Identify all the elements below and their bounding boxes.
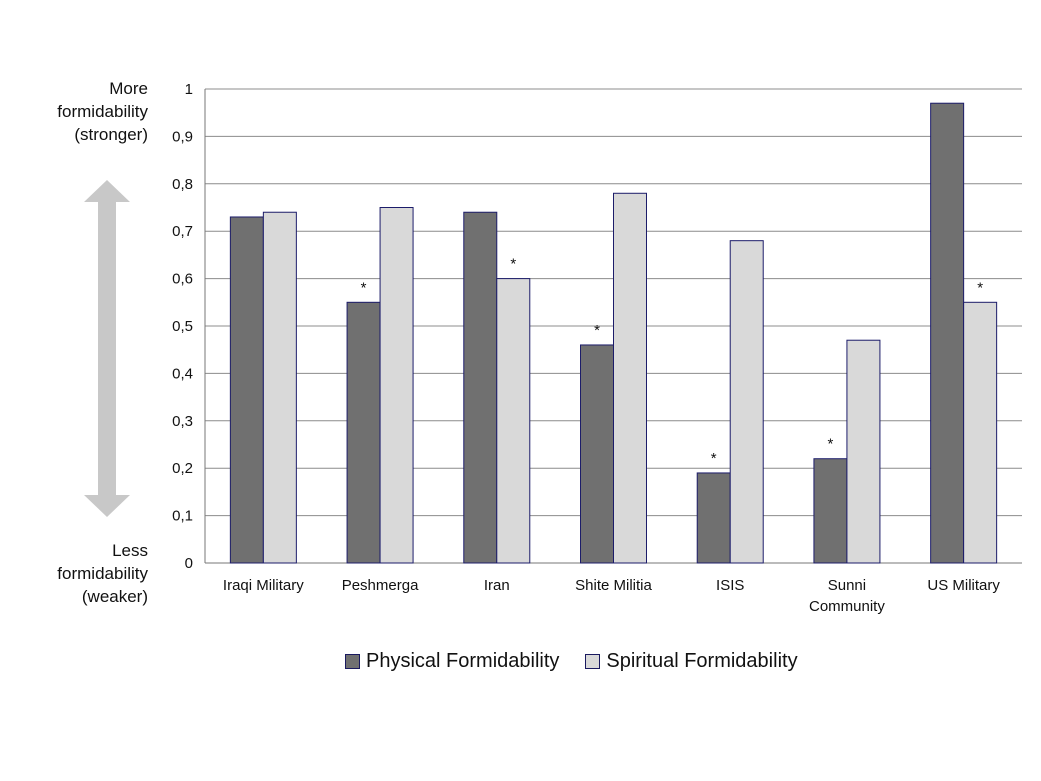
y-axis-ticks: 0 0,1 0,2 0,3 0,4 0,5 0,6 0,7 0,8 0,9 1 [172, 81, 193, 572]
y-tick-label: 0 [185, 555, 193, 572]
bar-physical [696, 472, 731, 564]
legend: Physical Formidability Spiritual Formida… [345, 650, 824, 673]
top-annotation-line-1: More [109, 79, 148, 98]
x-axis-labels: Iraqi Military Peshmerga Iran Shite Militia… [223, 577, 1000, 615]
double-arrow-shape [84, 180, 130, 517]
y-tick-label: 0,3 [172, 413, 193, 430]
y-tick-label: 0,7 [172, 223, 193, 240]
y-tick-label: 0,4 [172, 365, 193, 382]
y-tick-label: 0,6 [172, 271, 193, 288]
significance-marker: * [510, 256, 516, 273]
double-arrow-icon [84, 180, 130, 517]
x-category-label: Iraqi Military [223, 577, 304, 594]
bar-spiritual [496, 278, 531, 564]
legend-label-physical: Physical Formidability [366, 650, 560, 672]
bar-spiritual [846, 339, 881, 564]
top-annotation-line-2: formidability [57, 102, 148, 121]
x-category-label: Iran [484, 577, 510, 594]
legend-item-spiritual: Spiritual Formidability [585, 650, 798, 673]
bottom-annotation-line-1: Less [112, 541, 148, 560]
significance-marker: * [977, 279, 983, 296]
legend-item-physical: Physical Formidability [345, 650, 559, 673]
y-tick-label: 0,2 [172, 460, 193, 477]
legend-swatch-physical [345, 654, 360, 669]
bar-physical [346, 301, 381, 564]
y-tick-label: 0,8 [172, 176, 193, 193]
significance-marker: * [594, 322, 600, 339]
top-axis-annotation: More formidability (stronger) [57, 77, 148, 146]
bar-physical [930, 102, 965, 564]
significance-marker: * [361, 279, 367, 296]
bar-physical [229, 216, 264, 564]
top-annotation-line-3: (stronger) [74, 125, 148, 144]
bars: * * * * * * [229, 102, 998, 564]
bar-spiritual [963, 301, 998, 564]
x-category-label: Community [809, 598, 885, 615]
significance-marker: * [711, 450, 717, 467]
y-tick-label: 0,9 [172, 128, 193, 145]
bar-spiritual [379, 207, 414, 564]
x-category-label: Shite Militia [575, 577, 652, 594]
bar-spiritual [613, 192, 647, 564]
x-category-label: Sunni [828, 577, 866, 594]
y-tick-label: 1 [185, 81, 193, 98]
legend-label-spiritual: Spiritual Formidability [606, 650, 798, 672]
bar-physical [813, 458, 848, 564]
x-category-label: US Military [927, 577, 1000, 594]
bottom-annotation-line-3: (weaker) [81, 587, 148, 606]
bottom-axis-annotation: Less formidability (weaker) [57, 539, 148, 608]
bar-physical [580, 344, 614, 564]
legend-swatch-spiritual [585, 654, 601, 669]
bar-physical [463, 211, 498, 564]
y-tick-label: 0,1 [172, 508, 193, 525]
y-tick-label: 0,5 [172, 318, 193, 335]
bar-spiritual [729, 240, 764, 564]
x-category-label: Peshmerga [342, 577, 419, 594]
bar-spiritual [262, 211, 297, 564]
x-category-label: ISIS [716, 577, 744, 594]
significance-marker: * [828, 436, 834, 453]
bottom-annotation-line-2: formidability [57, 564, 148, 583]
